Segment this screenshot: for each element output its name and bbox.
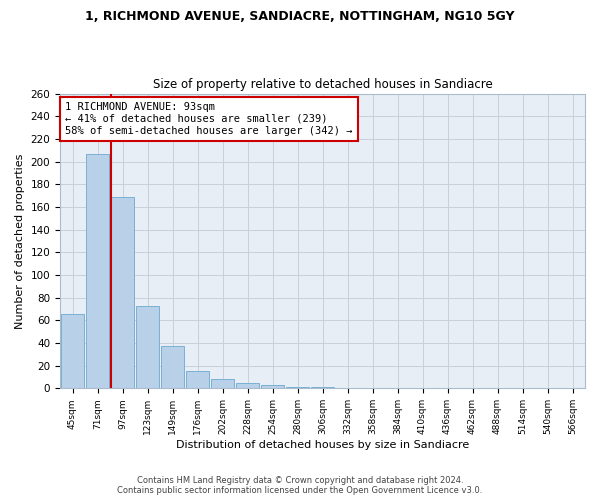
Bar [311, 387, 334, 388]
Bar [186, 372, 209, 388]
Bar [286, 387, 309, 388]
Text: 1 RICHMOND AVENUE: 93sqm
← 41% of detached houses are smaller (239)
58% of semi-: 1 RICHMOND AVENUE: 93sqm ← 41% of detach… [65, 102, 353, 136]
Y-axis label: Number of detached properties: Number of detached properties [15, 154, 25, 328]
Bar [136, 306, 159, 388]
Bar [261, 385, 284, 388]
Bar [86, 154, 109, 388]
Bar [211, 380, 234, 388]
X-axis label: Distribution of detached houses by size in Sandiacre: Distribution of detached houses by size … [176, 440, 469, 450]
Text: Contains HM Land Registry data © Crown copyright and database right 2024.
Contai: Contains HM Land Registry data © Crown c… [118, 476, 482, 495]
Bar [161, 346, 184, 389]
Bar [61, 314, 84, 388]
Bar [111, 196, 134, 388]
Bar [236, 382, 259, 388]
Text: 1, RICHMOND AVENUE, SANDIACRE, NOTTINGHAM, NG10 5GY: 1, RICHMOND AVENUE, SANDIACRE, NOTTINGHA… [85, 10, 515, 23]
Title: Size of property relative to detached houses in Sandiacre: Size of property relative to detached ho… [152, 78, 493, 91]
